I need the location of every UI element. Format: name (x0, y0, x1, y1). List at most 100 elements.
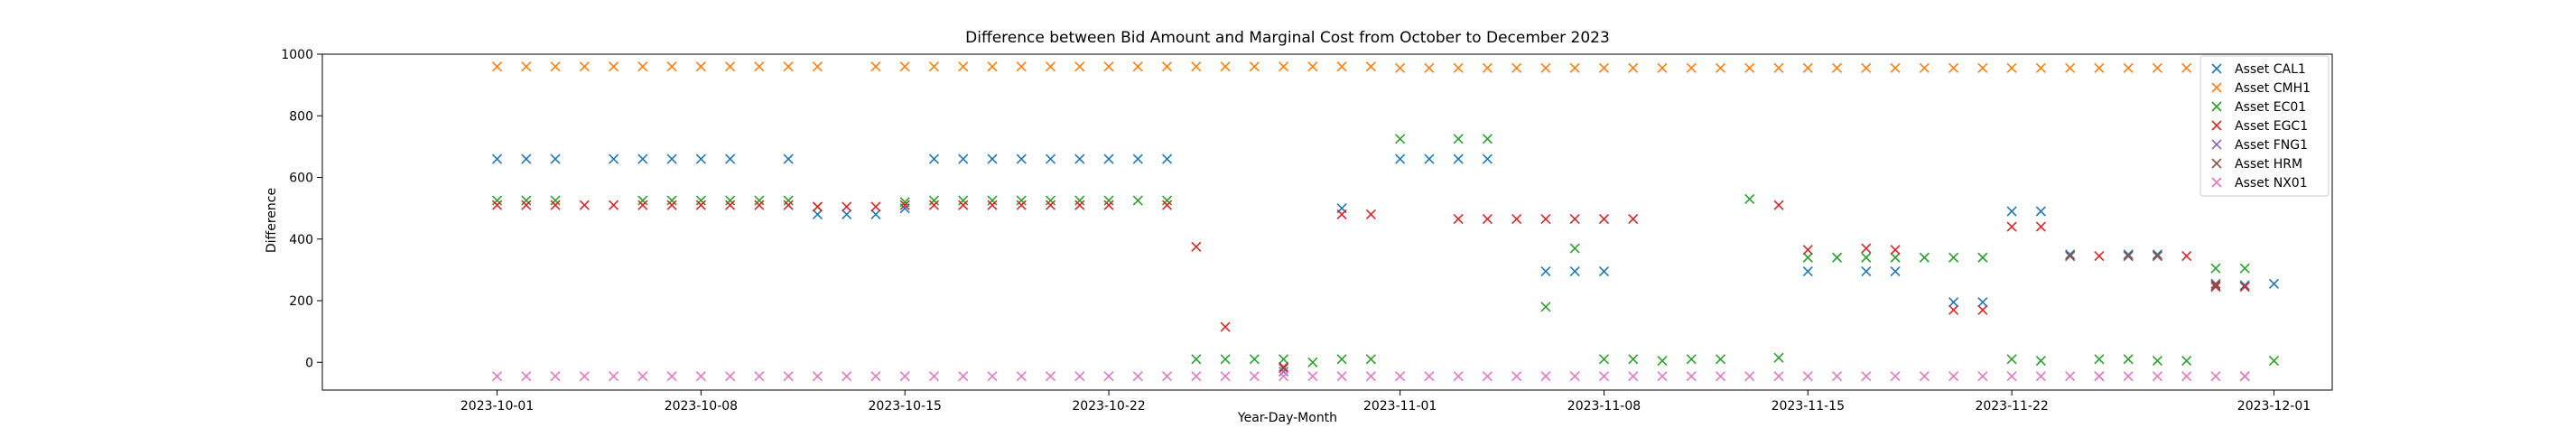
data-point (1832, 371, 1843, 382)
data-point (1103, 153, 1114, 164)
data-point (579, 200, 590, 210)
data-point (550, 195, 561, 206)
data-point (870, 201, 881, 212)
data-point (550, 200, 561, 210)
data-point (2123, 249, 2134, 260)
data-point (1220, 321, 1231, 332)
data-point (1802, 266, 1813, 277)
data-point (958, 61, 969, 72)
legend-marker (2211, 63, 2222, 74)
data-point (2210, 282, 2221, 293)
data-point (1686, 371, 1697, 382)
data-point (1628, 371, 1639, 382)
data-point (550, 371, 561, 382)
data-point (1540, 371, 1551, 382)
data-point (1948, 297, 1959, 308)
data-point (1511, 62, 1522, 73)
data-point (783, 61, 794, 72)
data-point (1890, 245, 1901, 256)
data-point (1132, 371, 1143, 382)
data-point (637, 195, 648, 206)
data-point (1628, 354, 1639, 365)
y-tick-label: 800 (289, 109, 313, 124)
data-point (1948, 62, 1959, 73)
data-point (521, 195, 532, 206)
data-point (1249, 371, 1260, 382)
data-point (1540, 266, 1551, 277)
data-point (2152, 356, 2162, 367)
data-point (1977, 62, 1988, 73)
data-point (725, 153, 736, 164)
data-point (666, 195, 677, 206)
data-point (1132, 153, 1143, 164)
data-point (1365, 371, 1376, 382)
data-point (2268, 356, 2280, 367)
data-point (1307, 357, 1318, 367)
data-point (1103, 371, 1114, 382)
data-point (1307, 371, 1318, 382)
data-point (1279, 366, 1289, 377)
data-point (1365, 209, 1376, 220)
data-point (1977, 371, 1988, 382)
x-tick-label: 2023-10-01 (460, 399, 534, 414)
legend-marker (2211, 120, 2222, 131)
series-asset-nx01 (491, 371, 2250, 382)
data-point (1453, 214, 1464, 225)
data-point (812, 61, 823, 72)
data-point (637, 153, 648, 164)
data-point (1657, 356, 1668, 367)
data-point (899, 371, 910, 382)
data-point (1220, 371, 1231, 382)
data-point (1569, 371, 1580, 382)
data-point (754, 371, 765, 382)
data-point (1045, 195, 1056, 206)
data-point (1365, 61, 1376, 72)
x-tick-label: 2023-11-15 (1772, 399, 1845, 414)
data-point (812, 371, 823, 382)
data-point (1395, 371, 1406, 382)
data-point (1045, 371, 1056, 382)
x-tick-label: 2023-11-22 (1975, 399, 2048, 414)
data-point (1162, 61, 1173, 72)
data-point (1569, 243, 1580, 254)
data-point (1279, 361, 1289, 372)
data-point (2181, 62, 2192, 73)
data-point (2181, 250, 2192, 262)
data-point (842, 201, 852, 212)
data-point (928, 61, 940, 72)
data-point (812, 201, 823, 212)
data-point (987, 200, 998, 210)
data-point (1686, 354, 1697, 365)
data-point (1861, 252, 1872, 263)
data-point (1540, 214, 1551, 225)
data-point (491, 200, 503, 210)
data-point (754, 195, 765, 206)
data-point (1279, 354, 1289, 365)
data-point (666, 371, 677, 382)
data-point (521, 371, 532, 382)
data-point (1453, 62, 1464, 73)
legend-label: Asset CMH1 (2235, 81, 2311, 96)
data-point (2035, 206, 2046, 217)
data-point (870, 371, 881, 382)
data-point (695, 195, 706, 206)
data-point (1948, 304, 1959, 315)
data-point (1598, 371, 1610, 382)
data-point (754, 200, 765, 210)
data-point (2210, 263, 2221, 274)
data-point (2006, 221, 2017, 232)
data-point (666, 153, 677, 164)
data-point (1191, 61, 1202, 72)
data-point (2123, 354, 2134, 365)
data-point (2006, 371, 2017, 382)
data-point (1016, 371, 1027, 382)
data-point (1919, 252, 1930, 263)
data-point (1890, 62, 1901, 73)
data-point (1336, 371, 1347, 382)
data-point (2123, 250, 2134, 262)
data-point (1773, 371, 1784, 382)
data-point (1540, 62, 1551, 73)
data-point (1279, 61, 1289, 72)
data-point (1861, 243, 1872, 254)
data-point (958, 371, 969, 382)
